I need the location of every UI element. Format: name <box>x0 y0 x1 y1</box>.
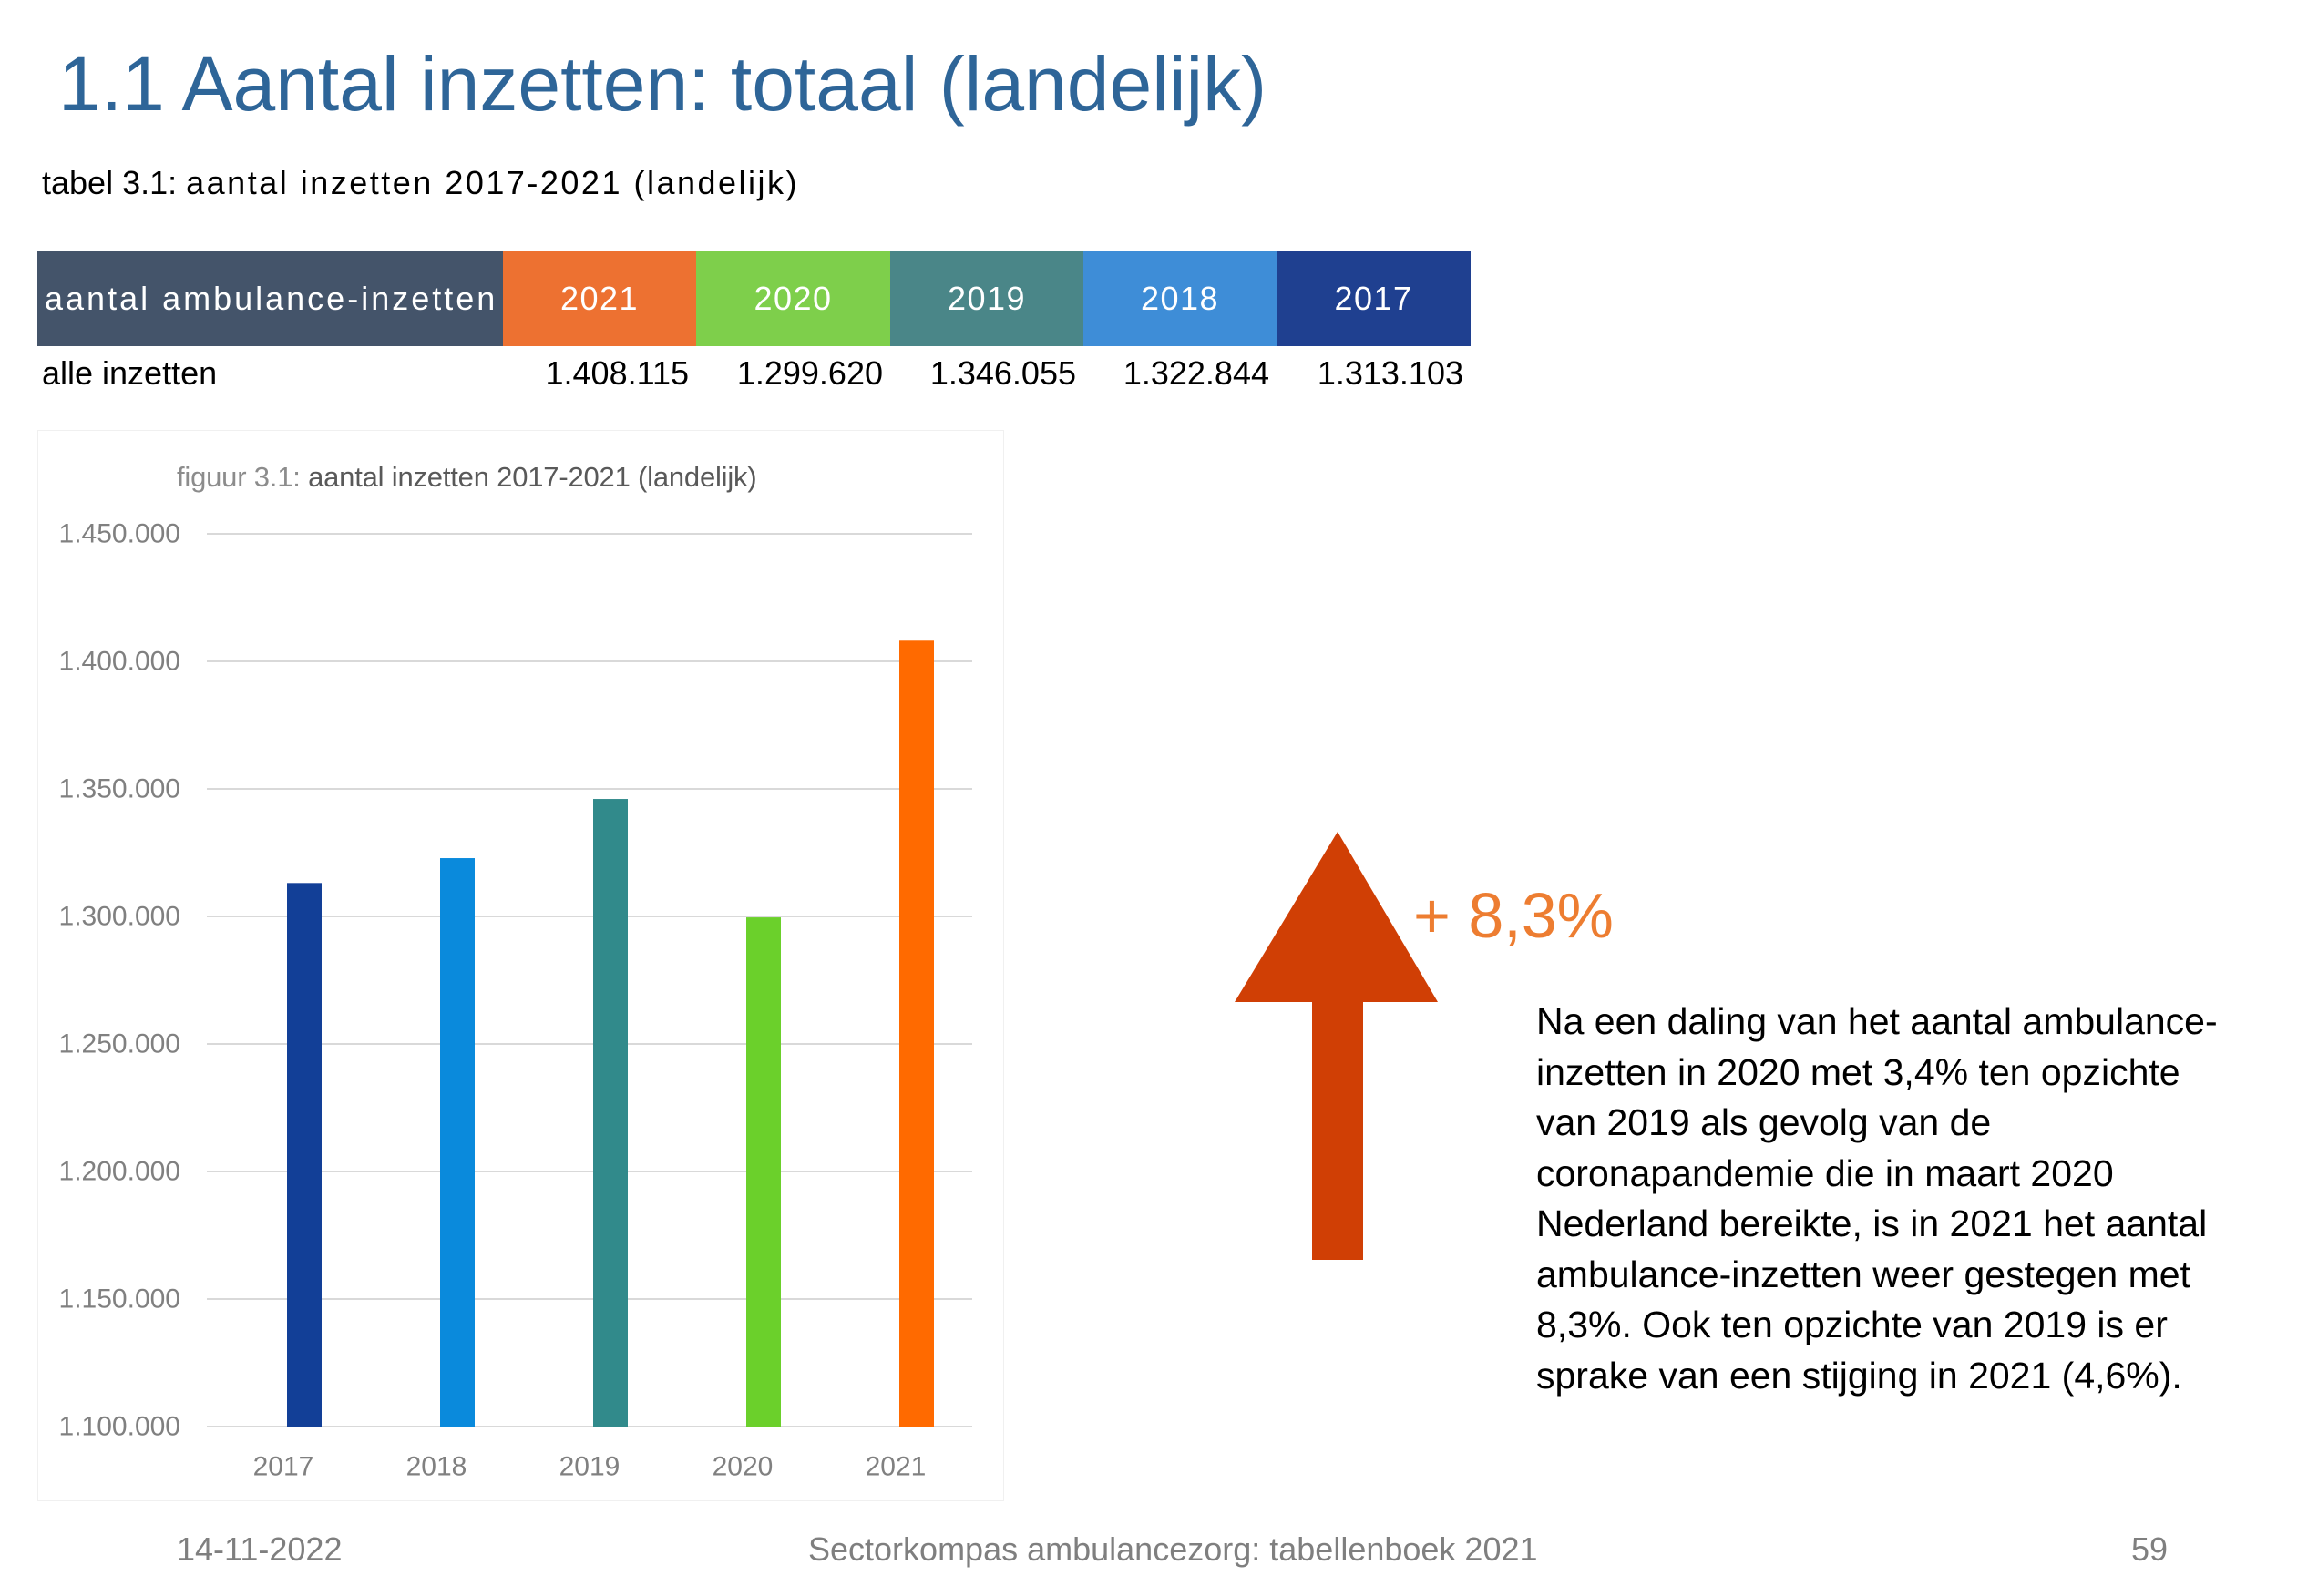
bar-2018 <box>440 858 475 1427</box>
y-tick-label: 1.200.000 <box>59 1157 180 1187</box>
paragraph-line: sprake van een stijging in 2021 (4,6%). <box>1536 1354 2182 1396</box>
table-header-year: 2020 <box>696 251 890 346</box>
explanation-paragraph: Na een daling van het aantal ambulance- … <box>1536 997 2218 1401</box>
data-table: aantal ambulance-inzetten 2021 2020 2019… <box>37 251 1471 401</box>
y-tick-label: 1.250.000 <box>59 1029 180 1059</box>
x-tick-label: 2018 <box>406 1452 467 1482</box>
table-caption: tabel 3.1: aantal inzetten 2017-2021 (la… <box>42 165 799 201</box>
table-cell: 1.299.620 <box>736 354 883 392</box>
x-tick-label: 2019 <box>559 1452 621 1482</box>
x-tick-label: 2021 <box>866 1452 927 1482</box>
paragraph-line: Na een daling van het aantal ambulance- <box>1536 1000 2218 1042</box>
paragraph-line: ambulance-inzetten weer gestegen met <box>1536 1253 2190 1295</box>
table-header-label: aantal ambulance-inzetten <box>37 251 503 346</box>
y-tick-label: 1.100.000 <box>59 1412 180 1442</box>
footer-title: Sectorkompas ambulancezorg: tabellenboek… <box>808 1530 1538 1568</box>
y-tick-label: 1.450.000 <box>59 519 180 549</box>
table-cell: 1.313.103 <box>1317 354 1463 392</box>
page-number: 59 <box>2131 1530 2169 1568</box>
table-header-year: 2018 <box>1083 251 1277 346</box>
page-title: 1.1 Aantal inzetten: totaal (landelijk) <box>58 41 1267 127</box>
paragraph-line: Nederland bereikte, is in 2021 het aanta… <box>1536 1202 2208 1244</box>
bar-2019 <box>593 799 628 1427</box>
bar-2021 <box>899 640 934 1427</box>
y-tick-label: 1.150.000 <box>59 1284 180 1315</box>
arrow-up-shape <box>1235 832 1438 1260</box>
paragraph-line: van 2019 als gevolg van de <box>1536 1101 1992 1143</box>
table-row: alle inzetten 1.408.115 1.299.620 1.346.… <box>37 346 1471 401</box>
x-tick-label: 2017 <box>253 1452 314 1482</box>
arrow-up-icon <box>1235 832 1438 1260</box>
table-header-year: 2019 <box>890 251 1083 346</box>
table-cell: 1.346.055 <box>929 354 1076 392</box>
bar-2017 <box>287 883 322 1427</box>
table-cell: 1.322.844 <box>1123 354 1269 392</box>
paragraph-line: 8,3%. Ook ten opzichte van 2019 is er <box>1536 1304 2168 1345</box>
paragraph-line: coronapandemie die in maart 2020 <box>1536 1151 2114 1194</box>
change-percentage: + 8,3% <box>1413 880 1614 951</box>
chart-title-text: aantal inzetten 2017-2021 (landelijk) <box>308 461 757 493</box>
footer-date: 14-11-2022 <box>177 1530 343 1568</box>
bar-2020 <box>746 917 781 1427</box>
chart-plot: 1.100.000 1.150.000 1.200.000 1.250.000 1.30… <box>59 519 972 1482</box>
table-cell: 1.408.115 <box>545 354 689 392</box>
x-tick-label: 2020 <box>713 1452 774 1482</box>
chart-title-prefix: figuur 3.1: <box>177 461 301 493</box>
table-header-year: 2021 <box>503 251 696 346</box>
table-header-row: aantal ambulance-inzetten 2021 2020 2019… <box>37 251 1471 346</box>
table-row-label: alle inzetten <box>42 354 218 392</box>
table-caption-prefix: tabel 3.1: <box>42 164 178 201</box>
table-caption-text: aantal inzetten 2017-2021 (landelijk) <box>186 164 800 201</box>
y-tick-label: 1.300.000 <box>59 902 180 932</box>
chart-title: figuur 3.1: aantal inzetten 2017-2021 (l… <box>177 460 757 495</box>
table-header-year: 2017 <box>1277 251 1471 346</box>
paragraph-line: inzetten in 2020 met 3,4% ten opzichte <box>1536 1050 2180 1093</box>
bar-chart: 1.100.000 1.150.000 1.200.000 1.250.000 1.30… <box>37 430 1004 1501</box>
y-tick-label: 1.350.000 <box>59 774 180 804</box>
y-tick-label: 1.400.000 <box>59 647 180 677</box>
